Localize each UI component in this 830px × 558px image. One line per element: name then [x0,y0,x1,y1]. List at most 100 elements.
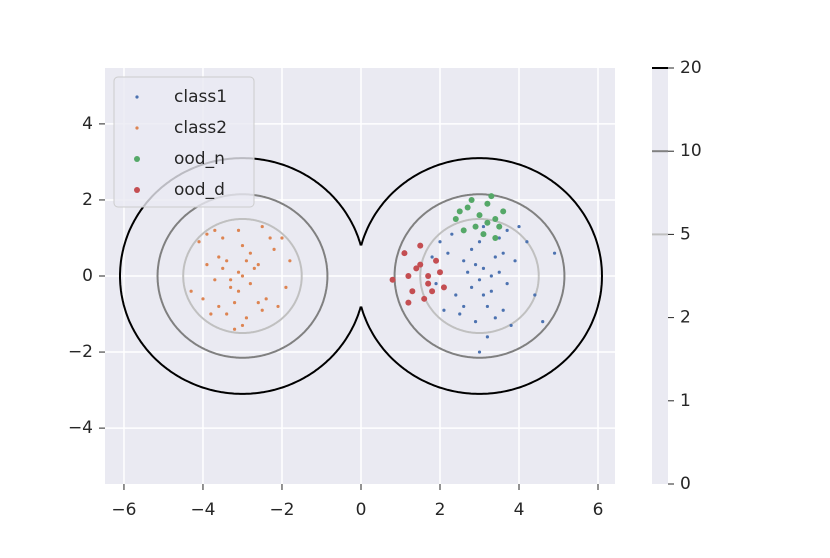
point [217,255,221,259]
point [389,276,396,283]
point [473,320,478,324]
point [430,255,434,259]
point [509,323,513,328]
point [472,223,479,230]
point [288,259,292,263]
contour [119,157,603,395]
point [438,240,442,244]
x-tick-label: 6 [593,500,604,520]
point [268,236,272,240]
x-tick-label: −2 [269,500,294,520]
point [232,301,237,305]
colorbar-tick-label: 0 [680,474,691,494]
point [489,274,493,278]
point [501,308,505,312]
point [434,282,438,286]
point [248,251,252,255]
point [464,204,471,211]
colorbar-tick-label: 20 [680,58,702,78]
legend-label: class2 [174,118,227,138]
point [256,301,260,305]
colorbar-tick-label: 10 [680,141,702,161]
point [481,266,486,270]
point [205,232,209,236]
point [476,212,483,219]
point [525,240,529,244]
point [497,236,501,240]
point [481,224,486,229]
point [481,293,486,297]
point [496,223,503,230]
point [205,262,209,267]
point [272,247,276,251]
colorbar-tick-label: 2 [680,308,691,328]
point [489,289,493,293]
point [446,251,450,255]
y-tick-label: 4 [82,114,93,134]
point [280,236,284,240]
point [493,255,497,259]
point [405,273,412,279]
colorbar-tick-label: 1 [680,391,691,411]
point [244,259,249,263]
legend-marker [134,187,140,193]
point [500,208,507,215]
point [256,262,260,267]
legend-marker [134,156,140,162]
point [276,304,280,309]
point [221,236,225,240]
point [248,282,252,286]
contour [156,193,566,359]
point [505,228,509,232]
point [517,224,521,229]
point [409,288,416,295]
point [513,259,517,263]
point [209,312,213,316]
point [225,312,229,316]
point [244,316,249,320]
point [473,262,478,267]
point [552,251,557,255]
point [425,280,432,287]
point [485,335,490,339]
point [413,265,420,272]
x-tick-label: −4 [190,500,215,520]
point [401,250,408,257]
point [462,304,466,309]
point [260,308,264,312]
point [533,293,537,297]
point [505,282,509,286]
colorbar [652,68,668,484]
point [469,285,474,290]
point [442,308,446,312]
point [405,299,412,306]
point [225,259,229,263]
point [417,261,424,268]
point [201,297,205,301]
point [501,251,505,255]
point [480,231,487,238]
point [493,316,497,320]
point [425,273,432,279]
point [232,327,237,331]
point [492,234,499,241]
point [229,285,233,290]
contour [182,218,540,334]
point [450,232,454,236]
point [240,323,245,328]
x-tick-label: 0 [356,500,367,520]
point [497,270,501,274]
point [477,278,482,282]
point [484,219,491,226]
point [197,240,201,244]
y-tick-label: −2 [68,342,93,362]
x-tick-label: 4 [514,500,525,520]
x-tick-label: 2 [435,500,446,520]
point [469,247,474,251]
point [264,297,268,301]
point [221,266,225,270]
point [452,215,459,222]
point [541,320,545,324]
point [260,224,264,229]
